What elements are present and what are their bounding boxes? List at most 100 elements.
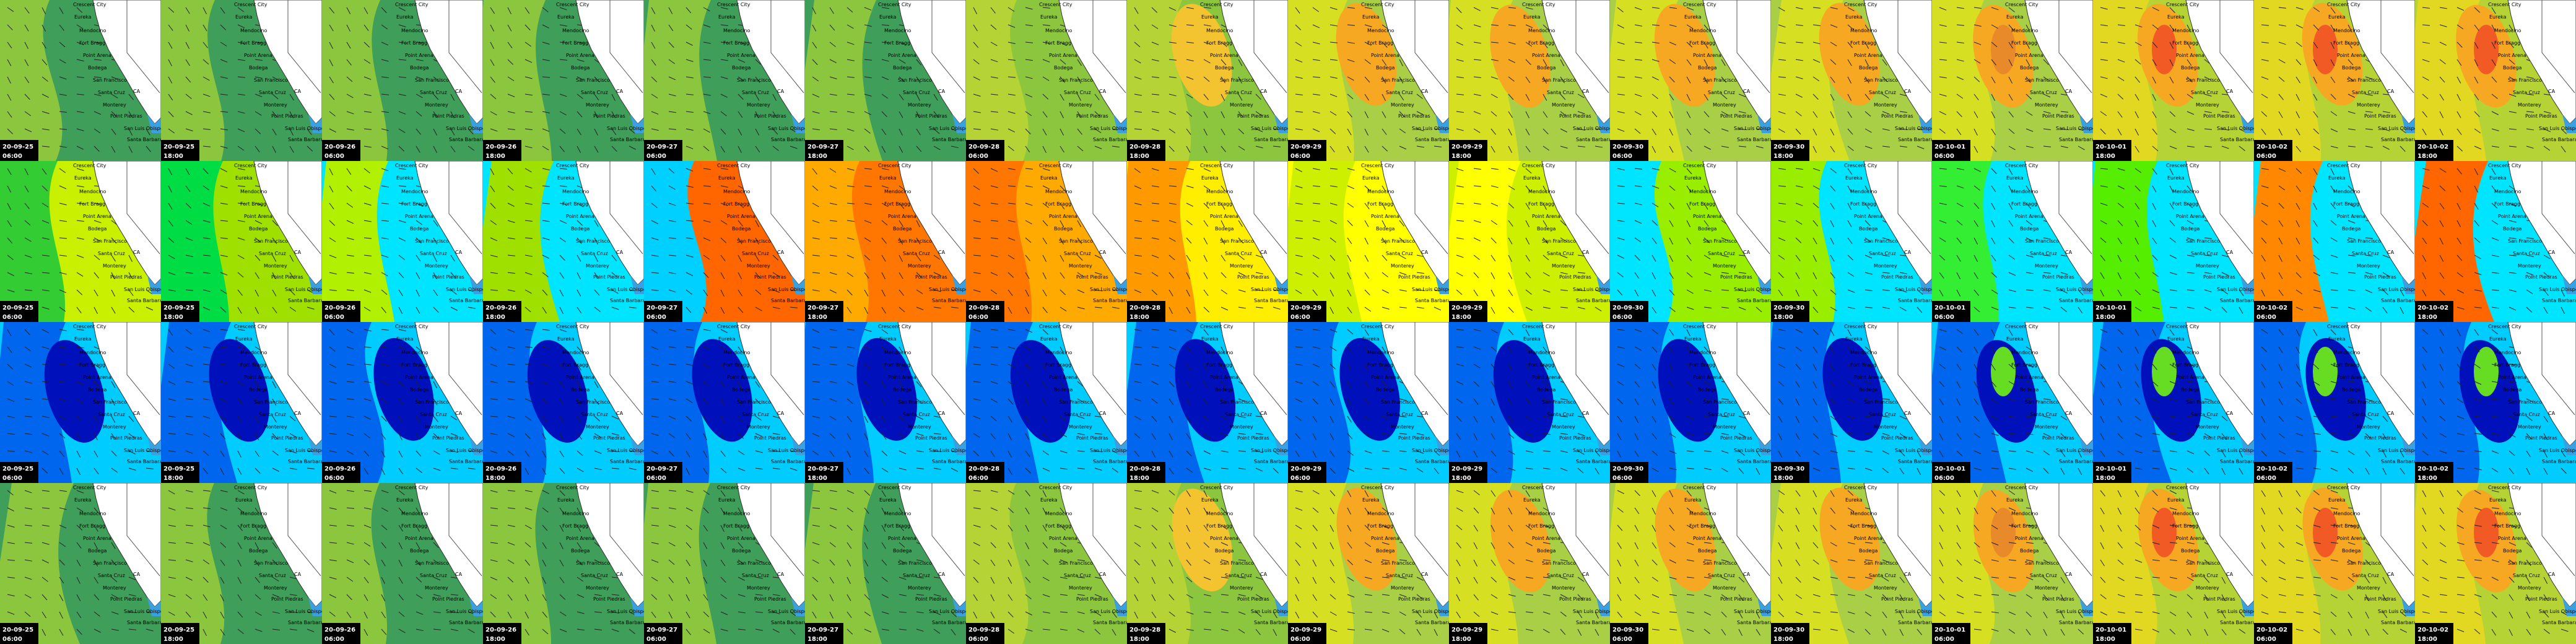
wind-arrow — [916, 237, 921, 245]
wind-arrow — [720, 524, 724, 532]
wind-arrow — [864, 490, 871, 496]
wind-arrow — [1669, 329, 1674, 336]
wind-arrow — [1042, 128, 1047, 136]
wind-arrow — [289, 128, 294, 136]
wind-arrow — [577, 381, 581, 388]
wind-arrow — [1060, 542, 1067, 547]
wind-arrow — [94, 307, 98, 314]
wind-arrow — [1364, 168, 1372, 173]
wind-arrow — [1456, 450, 1461, 458]
wind-arrow — [111, 611, 119, 615]
wind-arrow — [703, 329, 711, 331]
wind-arrow — [1617, 255, 1624, 259]
place-label: Point Piedras — [1076, 113, 1108, 119]
wind-arrow — [507, 94, 515, 97]
place-label: San Francisco — [254, 560, 288, 566]
wind-arrow — [846, 559, 851, 567]
wind-arrow — [973, 329, 981, 332]
wind-arrow — [651, 202, 658, 208]
wind-arrow — [577, 76, 584, 80]
wind-arrow — [76, 450, 81, 458]
wind-arrow — [94, 507, 99, 514]
wind-arrow — [1651, 490, 1656, 497]
wind-arrow — [289, 416, 296, 422]
place-label: Point Piedras — [110, 113, 142, 119]
wind-arrow — [1329, 559, 1334, 567]
field-band — [161, 161, 229, 322]
wind-arrow — [1617, 490, 1624, 494]
coast-water — [791, 598, 805, 616]
wind-arrow — [1077, 220, 1082, 227]
place-label: San Francisco — [737, 399, 771, 405]
place-label: Point Piedras — [754, 113, 786, 119]
state-border — [1897, 161, 1931, 255]
wind-arrow — [864, 168, 872, 170]
wind-arrow — [668, 346, 676, 349]
wind-arrow — [1812, 146, 1817, 153]
place-label: Fort Bragg — [1528, 201, 1554, 207]
wind-arrow — [524, 307, 531, 313]
wind-arrow — [1347, 7, 1355, 9]
wind-arrow — [864, 59, 872, 61]
place-label: Point Piedras — [1398, 435, 1430, 441]
coast-water — [952, 437, 966, 455]
wind-arrow — [738, 450, 745, 455]
place-label: Fort Bragg — [562, 40, 588, 46]
state-border — [609, 0, 643, 94]
wind-arrow — [1847, 416, 1855, 419]
wind-arrow — [1577, 611, 1583, 619]
place-label: Mendocino — [1367, 350, 1395, 355]
place-label: Point Piedras — [1720, 435, 1752, 441]
wind-arrow — [864, 577, 869, 584]
land — [1058, 161, 1127, 285]
wind-arrow — [289, 111, 294, 118]
wind-arrow — [1543, 237, 1548, 244]
wind-arrow — [1939, 41, 1947, 43]
wind-arrow — [1238, 237, 1244, 244]
wind-arrow — [846, 524, 853, 531]
wind-arrow — [933, 416, 941, 418]
place-label: Monterey — [103, 424, 126, 430]
wind-arrow — [1617, 398, 1624, 404]
place-label: Santa Barbara — [1093, 620, 1129, 625]
wind-arrow — [237, 202, 245, 204]
wind-arrow — [720, 329, 728, 333]
wind-arrow — [1203, 416, 1209, 422]
wind-arrow — [990, 24, 997, 30]
wind-arrow — [1865, 629, 1871, 635]
wind-arrow — [1186, 507, 1191, 515]
wind-arrow — [1686, 7, 1694, 11]
wind-arrow — [1255, 450, 1263, 453]
wind-arrow — [220, 272, 228, 276]
wind-arrow — [59, 611, 63, 619]
wind-arrow — [76, 307, 82, 313]
wind-arrow — [1795, 128, 1801, 135]
wind-arrow — [24, 24, 29, 32]
wind-arrow — [864, 629, 872, 633]
wind-arrow — [577, 542, 582, 549]
wind-arrow — [59, 255, 67, 257]
wind-arrow — [202, 611, 207, 619]
wind-arrow — [1812, 416, 1818, 422]
wind-arrow — [1508, 307, 1514, 313]
wind-arrow — [1473, 272, 1479, 279]
wind-arrow — [1060, 59, 1066, 65]
wind-arrow — [829, 542, 836, 547]
wind-arrow — [1134, 185, 1142, 189]
wind-arrow — [363, 629, 368, 636]
wind-arrow — [289, 577, 297, 580]
wind-arrow — [524, 629, 529, 636]
place-label: Crescent City — [1200, 485, 1234, 490]
wind-arrow — [1347, 594, 1355, 598]
wind-arrow — [507, 559, 515, 564]
wind-arrow — [1830, 577, 1838, 579]
field-band — [1127, 483, 1191, 644]
place-label: Fort Bragg — [240, 40, 266, 46]
wind-arrow — [1042, 76, 1050, 81]
wind-arrow — [990, 450, 995, 458]
wind-arrow — [864, 594, 870, 601]
wind-arrow — [916, 450, 924, 453]
wind-arrow — [1669, 524, 1675, 531]
wind-arrow — [433, 542, 439, 549]
wind-arrow — [1651, 416, 1656, 423]
